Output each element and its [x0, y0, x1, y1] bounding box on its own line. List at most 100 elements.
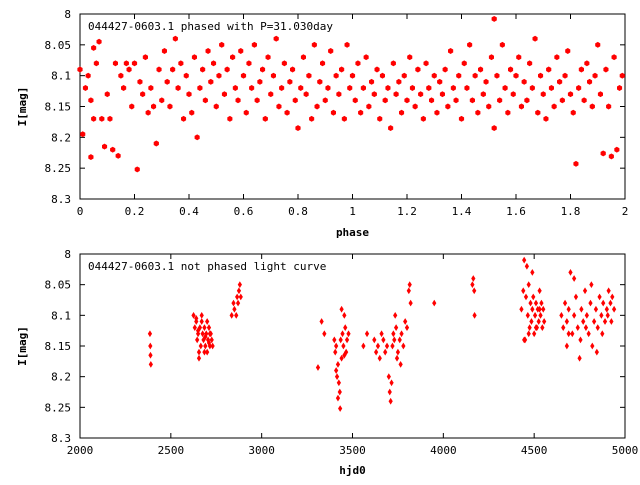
data-point: [397, 336, 402, 344]
data-point: [243, 109, 249, 116]
data-point: [349, 72, 356, 79]
data-point: [80, 131, 86, 138]
data-point: [408, 299, 413, 307]
data-point: [227, 115, 233, 122]
data-point: [196, 354, 202, 362]
data-point: [407, 54, 413, 61]
data-point: [403, 318, 408, 325]
data-point: [388, 125, 394, 132]
data-point: [112, 60, 118, 67]
data-point: [221, 91, 227, 98]
data-point: [197, 85, 203, 91]
data-point: [584, 60, 590, 67]
data-point: [390, 60, 396, 67]
data-point: [91, 44, 97, 51]
x-tick-label: 0: [77, 205, 84, 218]
data-point: [153, 140, 159, 147]
data-point: [273, 35, 279, 42]
y-tick-label: 8: [64, 248, 71, 261]
data-point: [559, 311, 564, 319]
data-point: [401, 342, 406, 350]
data-point: [281, 60, 287, 67]
x-axis-label: phase: [336, 226, 369, 239]
data-point: [394, 354, 400, 362]
data-point: [532, 311, 538, 319]
data-point: [364, 330, 370, 338]
data-point: [579, 305, 584, 313]
data-point: [170, 66, 176, 73]
data-point: [341, 342, 346, 350]
y-tick-label: 8.2: [51, 131, 71, 144]
data-point: [491, 125, 497, 132]
data-point: [314, 103, 320, 110]
data-point: [575, 324, 580, 331]
data-point: [339, 354, 344, 362]
data-point: [137, 78, 143, 85]
data-point: [336, 379, 341, 387]
data-point: [251, 41, 258, 48]
data-point: [235, 97, 241, 104]
data-point: [200, 66, 206, 73]
data-point: [395, 348, 401, 356]
data-point: [540, 324, 545, 331]
data-point: [238, 293, 243, 301]
data-point: [206, 324, 212, 331]
data-point: [573, 293, 579, 301]
data-point: [172, 35, 178, 42]
data-point: [524, 97, 530, 104]
data-point: [393, 91, 399, 98]
data-point: [334, 367, 339, 374]
data-point: [399, 330, 404, 338]
data-point: [567, 91, 574, 98]
data-point: [371, 91, 377, 98]
y-axis-label: I[mag]: [16, 87, 29, 127]
data-point: [96, 38, 102, 45]
data-point: [377, 115, 383, 122]
data-point: [88, 97, 94, 104]
x-tick-label: 1.4: [452, 205, 472, 218]
data-point: [556, 78, 563, 85]
data-point: [609, 318, 614, 325]
data-point: [374, 66, 380, 73]
data-point: [292, 97, 298, 104]
data-point: [491, 15, 497, 22]
data-point: [142, 54, 148, 61]
data-point: [589, 281, 594, 289]
data-point: [123, 60, 129, 67]
data-point: [529, 318, 534, 325]
data-point: [379, 72, 386, 79]
y-tick-label: 8.1: [51, 70, 71, 83]
data-point: [592, 318, 597, 325]
data-point: [562, 299, 568, 307]
data-point: [464, 85, 470, 91]
data-point: [401, 72, 407, 79]
data-point: [338, 405, 343, 412]
data-point: [409, 85, 416, 91]
data-point: [93, 60, 99, 67]
data-point: [412, 103, 418, 110]
data-point: [203, 333, 208, 341]
data-point: [606, 287, 611, 295]
data-point: [234, 311, 239, 319]
data-point: [303, 91, 309, 98]
data-point: [432, 299, 437, 307]
data-point: [406, 287, 411, 295]
data-point: [183, 72, 189, 79]
data-point: [279, 85, 285, 91]
data-point: [601, 299, 606, 307]
data-point: [237, 281, 242, 289]
data-point: [191, 311, 196, 319]
x-tick-label: 1: [349, 205, 356, 218]
data-point: [206, 339, 212, 347]
data-point: [328, 48, 334, 54]
data-point: [404, 97, 410, 104]
data-point: [442, 66, 448, 73]
data-point: [339, 305, 344, 313]
data-point: [592, 72, 598, 79]
data-point: [309, 115, 315, 122]
data-point: [398, 361, 403, 368]
x-tick-label: 3500: [339, 444, 366, 457]
data-point: [340, 330, 345, 338]
data-point: [363, 54, 369, 61]
